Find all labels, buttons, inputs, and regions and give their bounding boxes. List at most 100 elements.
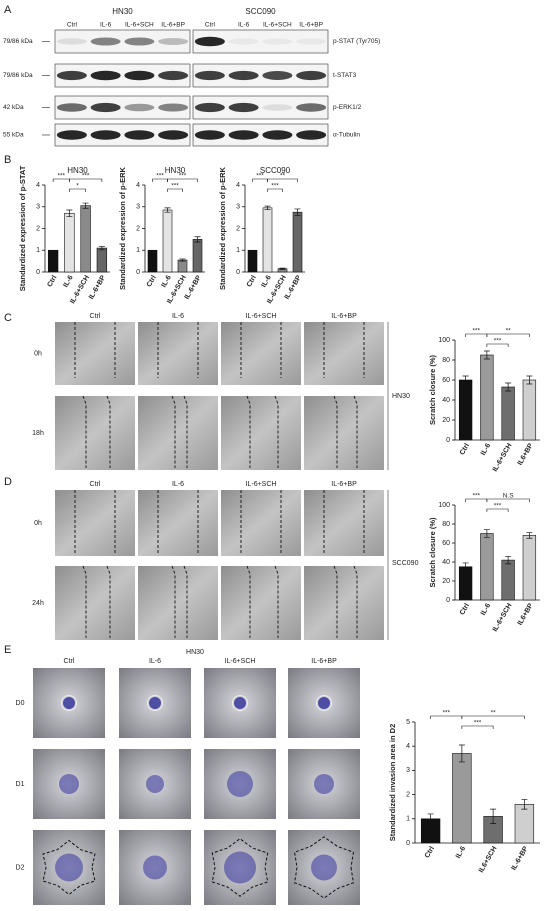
x-tick-label: IL-6+BP [88,274,107,301]
y-tick-label: 4 [36,182,40,189]
spheroid [143,855,167,880]
spheroid [227,771,253,797]
bar [514,803,535,844]
blot-membrane [54,63,191,88]
bar [458,566,473,601]
row-label: 18h [32,430,44,437]
error-bar [294,208,301,216]
lane-label: IL-6+BP [161,22,185,29]
y-tick-label: 20 [442,578,450,585]
x-tick-label: IL-6 [261,274,273,288]
y-tick-label: 2 [36,225,40,232]
wound-edge [106,395,111,468]
x-tick-label: IL-6+SCH [492,602,514,633]
size-label: 55 kDa [3,132,24,139]
micrograph [55,396,135,470]
invasion-outline [293,836,355,899]
blot-band [228,102,259,113]
row-label: D1 [16,781,25,788]
y-tick-label: 4 [406,743,410,750]
y-tick-label: 3 [36,204,40,211]
blot-band [56,70,87,81]
y-axis-title: Scratch closure (%) [428,354,437,425]
x-tick-label: IL6+BP [517,442,535,467]
wound-edge [353,395,358,468]
blot-band [194,102,225,113]
spheroid-rim [316,695,332,711]
bar [501,386,515,441]
significance-label: *** [57,173,65,180]
y-tick-label: 0 [36,269,40,276]
x-tick-label: Ctrl [246,274,258,288]
column-label: IL-6 [172,313,184,320]
error-bar [462,375,469,385]
significance-label: *** [494,338,502,345]
cell-line-label: SCC090 [392,560,419,567]
wound-edge [274,395,279,468]
x-tick-label: IL6+SCH [478,845,499,874]
significance-bracket [167,188,183,192]
bar [192,239,203,273]
size-label: 79/86 kDa [3,38,33,45]
row-label: 24h [32,600,44,607]
spheroid-rim [61,695,77,711]
size-label: 79/86 kDa [3,72,33,79]
spheroid [318,697,330,709]
wound-edge [333,565,338,638]
bar [480,354,494,441]
protein-label: p-ERK1/2 [333,104,362,111]
error-bar [194,236,201,243]
x-tick-label: IL-6+SCH [492,442,514,473]
protein-label: p-STAT (Tyr705) [333,38,380,45]
micrograph [138,566,218,640]
invasion-outline [42,839,96,896]
micrograph [304,566,384,640]
column-label: IL-6+SCH [246,481,277,488]
wound-edge [246,565,251,638]
micrograph [304,490,384,556]
bar [262,207,273,273]
y-axis-title: Standardized expression of p-STAT [18,165,27,291]
bar [80,205,91,273]
panel-label: C [4,312,12,324]
spheroid-rim [147,695,163,711]
error-bar [427,813,434,824]
micrograph [138,322,218,385]
blot-membrane [192,29,329,54]
significance-label: *** [494,503,502,510]
significance-label: *** [256,173,264,180]
wound-edge [171,565,176,638]
micrograph [138,396,218,470]
micrograph [304,322,384,385]
y-tick-label: 3 [236,204,240,211]
y-tick-label: 2 [406,791,410,798]
spheroid [311,854,337,881]
y-tick-label: 0 [406,840,410,847]
spheroid-rim [232,695,248,711]
significance-label: * [76,183,79,190]
micrograph [221,396,301,470]
micrograph [55,490,135,556]
error-bar [483,350,490,360]
y-tick-label: 1 [36,247,40,254]
significance-label: *** [82,173,90,180]
panel-label: B [4,154,11,166]
row-label: D0 [16,700,25,707]
blot-band [124,130,155,140]
panel-label: D [4,476,12,488]
x-tick-label: Ctrl [424,845,436,859]
lane-label: Ctrl [67,22,78,29]
blot-membrane [192,123,329,147]
column-label: IL-6+BP [331,481,357,488]
row-label: 0h [34,520,42,527]
significance-bracket [486,508,509,512]
blot-band [124,37,155,46]
error-bar [526,375,533,385]
significance-label: ** [280,173,286,180]
y-tick-label: 1 [136,247,140,254]
significance-label: *** [171,183,179,190]
error-bar [521,799,528,810]
error-bar [279,267,286,270]
